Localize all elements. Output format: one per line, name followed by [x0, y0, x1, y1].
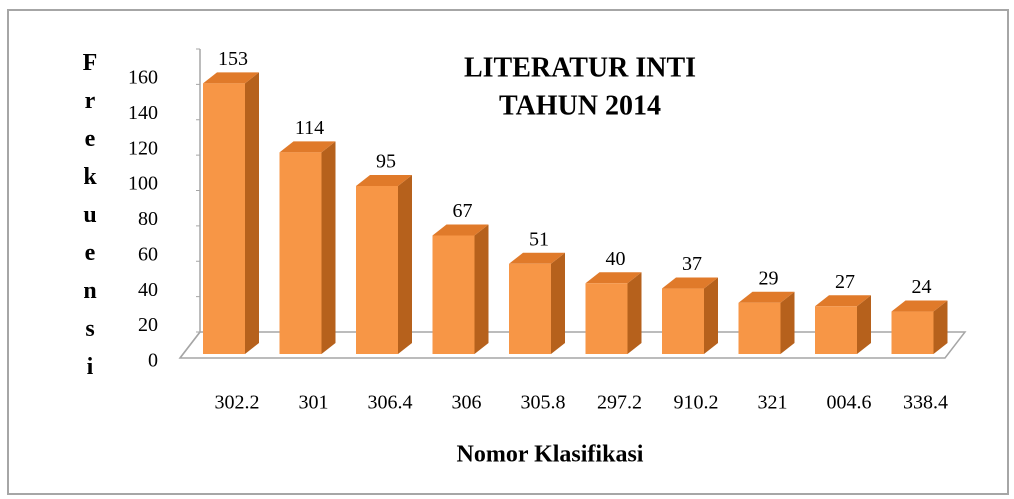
y-axis-label: Frekuensi: [77, 50, 103, 392]
bar-side: [245, 72, 259, 354]
data-label: 95: [376, 151, 396, 173]
bar-top: [738, 291, 795, 303]
x-tick-label: 301: [299, 392, 329, 414]
x-tick-label: 297.2: [597, 392, 642, 414]
y-tick-label: 80: [138, 208, 158, 230]
x-tick-label: 338.4: [903, 392, 948, 414]
bar-side: [551, 252, 565, 354]
bar-top: [356, 174, 412, 186]
bar-top: [203, 72, 259, 84]
bar-side: [398, 174, 412, 354]
y-tick-label: 40: [138, 279, 158, 301]
bar: [509, 263, 551, 354]
x-tick-label: 004.6: [827, 392, 872, 414]
bar-side: [321, 141, 336, 354]
bar-side: [627, 272, 642, 354]
bar-top: [662, 277, 718, 289]
x-tick-label: 302.2: [215, 392, 260, 414]
bar-top: [432, 224, 489, 236]
bar-side: [474, 224, 489, 354]
bar-top: [815, 295, 871, 307]
bar: [432, 235, 475, 354]
data-label: 27: [835, 271, 855, 293]
y-tick-label: 100: [128, 173, 158, 195]
x-tick-label: 306.4: [368, 392, 413, 414]
x-tick-label: 910.2: [674, 392, 719, 414]
y-tick-label: 20: [138, 314, 158, 336]
bar-side: [857, 295, 871, 354]
bar-side: [933, 300, 948, 354]
chart-title: TAHUN 2014: [499, 90, 661, 121]
y-tick-label: 60: [138, 243, 158, 265]
bar: [356, 185, 398, 354]
bar-top: [279, 141, 336, 153]
bar: [662, 288, 704, 354]
bar: [815, 306, 857, 354]
x-tick-label: 306: [452, 392, 482, 414]
frame: [7, 9, 1009, 495]
bar: [891, 311, 934, 354]
bar: [585, 283, 628, 354]
data-label: 51: [529, 228, 549, 250]
data-label: 29: [759, 267, 779, 289]
data-label: 114: [295, 117, 324, 139]
y-tick-label: 140: [128, 102, 158, 124]
bar-side: [780, 291, 795, 354]
y-tick-label: 160: [128, 67, 158, 89]
x-tick-label: 305.8: [521, 392, 566, 414]
x-axis-label: Nomor Klasifikasi: [457, 442, 644, 468]
bar: [738, 302, 781, 354]
y-axis: [179, 331, 201, 359]
chart-title: LITERATUR INTI: [464, 52, 696, 83]
bar: [279, 152, 322, 354]
bar-top: [891, 300, 948, 312]
data-label: 40: [606, 248, 626, 270]
data-label: 67: [453, 200, 473, 222]
data-label: 37: [682, 253, 702, 275]
data-label: 24: [912, 276, 932, 298]
bar-top: [509, 252, 565, 264]
y-tick-label: 0: [148, 350, 158, 372]
data-label: 153: [218, 48, 248, 70]
bar-top: [585, 272, 642, 284]
y-tick-label: 120: [128, 137, 158, 159]
bar-side: [704, 277, 718, 354]
bar: [203, 83, 245, 354]
x-tick-label: 321: [758, 392, 788, 414]
